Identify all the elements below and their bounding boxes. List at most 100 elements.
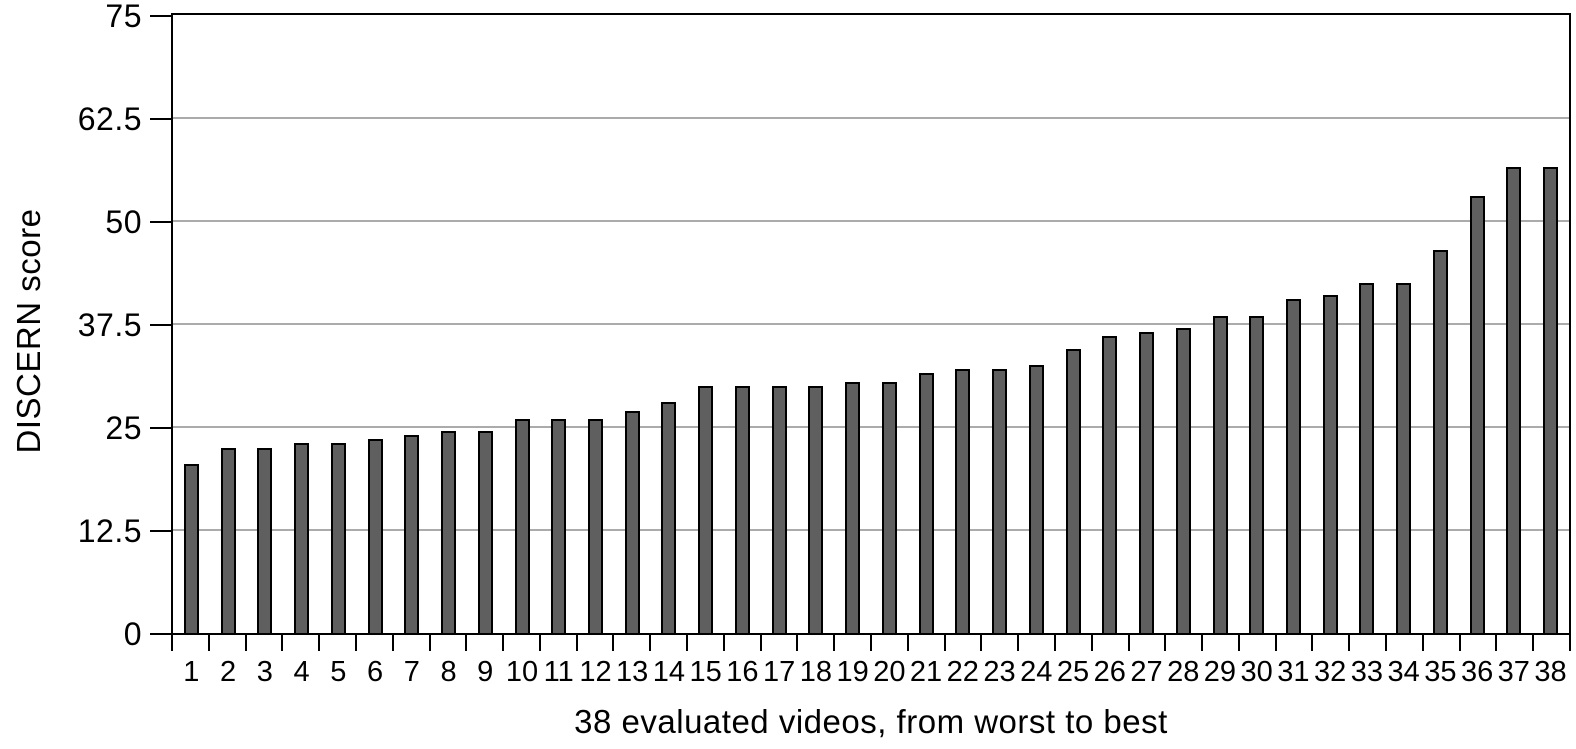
- bar-video-18: [808, 386, 824, 633]
- x-tick-label-23: 23: [983, 656, 1016, 688]
- bar-video-16: [734, 386, 750, 633]
- bar-video-22: [955, 369, 971, 633]
- x-tick-label-4: 4: [293, 656, 310, 688]
- x-axis-tick: [1569, 635, 1571, 651]
- bar-video-21: [918, 373, 934, 633]
- x-tick-label-14: 14: [652, 656, 686, 688]
- gridline-37.5: [173, 323, 1569, 325]
- bar-video-27: [1139, 332, 1155, 633]
- x-tick-label-38: 38: [1534, 656, 1567, 688]
- y-axis-tick-50: [150, 221, 171, 223]
- x-axis-tick: [1311, 635, 1313, 651]
- bar-video-28: [1175, 328, 1191, 633]
- bar-video-38: [1543, 167, 1559, 633]
- x-axis-tick: [796, 635, 798, 651]
- x-axis-tick: [980, 635, 982, 651]
- y-tick-label-50: 50: [105, 204, 142, 240]
- x-tick-label-32: 32: [1314, 656, 1347, 688]
- x-tick-label-15: 15: [689, 656, 722, 688]
- x-axis-tick: [1422, 635, 1424, 651]
- x-tick-label-13: 13: [616, 656, 649, 688]
- x-tick-label-19: 19: [836, 656, 869, 688]
- x-tick-label-12: 12: [579, 656, 612, 688]
- x-axis-tick: [1532, 635, 1534, 651]
- x-axis-tick: [1017, 635, 1019, 651]
- x-tick-label-26: 26: [1093, 656, 1126, 688]
- y-axis-tick-25: [150, 427, 171, 429]
- x-tick-label-7: 7: [403, 656, 420, 688]
- x-axis-tick: [576, 635, 578, 651]
- plot-area: [171, 13, 1571, 635]
- gridline-12.5: [173, 529, 1569, 531]
- x-tick-label-28: 28: [1167, 656, 1200, 688]
- y-tick-label-75: 75: [105, 0, 142, 34]
- x-tick-label-25: 25: [1056, 656, 1090, 688]
- x-axis-title: 38 evaluated videos, from worst to best: [574, 703, 1168, 740]
- x-axis-tick: [208, 635, 210, 651]
- x-axis-tick: [1385, 635, 1387, 651]
- bar-video-12: [587, 419, 603, 633]
- x-tick-label-34: 34: [1387, 656, 1420, 688]
- bar-video-25: [1065, 349, 1081, 633]
- x-axis-tick: [281, 635, 283, 651]
- x-tick-label-1: 1: [183, 656, 200, 688]
- bar-video-31: [1285, 299, 1301, 633]
- x-axis-tick: [392, 635, 394, 651]
- x-axis-tick: [1054, 635, 1056, 651]
- x-tick-label-5: 5: [330, 656, 347, 688]
- y-tick-label-12.5: 12.5: [77, 513, 142, 549]
- gridline-50: [173, 220, 1569, 222]
- bar-video-7: [404, 435, 420, 633]
- x-axis-tick: [686, 635, 688, 651]
- x-tick-label-10: 10: [505, 656, 539, 688]
- bar-video-13: [624, 411, 640, 633]
- x-tick-label-11: 11: [543, 656, 574, 688]
- x-axis-tick: [612, 635, 614, 651]
- y-tick-label-37.5: 37.5: [77, 307, 142, 343]
- bar-video-3: [257, 448, 273, 633]
- bar-video-37: [1506, 167, 1522, 633]
- bar-video-36: [1469, 196, 1485, 633]
- x-tick-label-35: 35: [1424, 656, 1457, 688]
- x-axis-tick: [1164, 635, 1166, 651]
- x-tick-label-17: 17: [762, 656, 796, 688]
- bar-video-33: [1359, 283, 1375, 633]
- y-axis-tick-12.5: [150, 530, 171, 532]
- x-axis-tick: [502, 635, 504, 651]
- bar-video-1: [183, 464, 199, 633]
- y-tick-label-62.5: 62.5: [77, 101, 142, 137]
- x-axis-tick: [1238, 635, 1240, 651]
- gridline-62.5: [173, 117, 1569, 119]
- x-axis-tick: [870, 635, 872, 651]
- bar-video-30: [1249, 316, 1265, 633]
- bar-video-32: [1322, 295, 1338, 633]
- bar-video-20: [881, 382, 897, 633]
- x-axis-tick: [1459, 635, 1461, 651]
- x-axis-tick: [649, 635, 651, 651]
- x-tick-label-8: 8: [440, 656, 457, 688]
- x-axis-tick: [318, 635, 320, 651]
- x-axis-tick: [944, 635, 946, 651]
- gridline-25: [173, 426, 1569, 428]
- x-tick-label-9: 9: [477, 656, 494, 688]
- y-tick-label-25: 25: [105, 410, 142, 446]
- x-tick-label-36: 36: [1460, 656, 1494, 688]
- bar-video-29: [1212, 316, 1228, 633]
- x-tick-label-2: 2: [220, 656, 237, 688]
- bar-video-15: [698, 386, 714, 633]
- x-tick-label-24: 24: [1020, 656, 1053, 688]
- x-axis-tick: [465, 635, 467, 651]
- bar-video-14: [661, 402, 677, 633]
- x-axis-tick: [723, 635, 725, 651]
- x-tick-label-29: 29: [1203, 656, 1237, 688]
- x-tick-label-18: 18: [799, 656, 832, 688]
- bar-video-24: [1028, 365, 1044, 633]
- x-axis-tick: [245, 635, 247, 651]
- bar-video-9: [477, 431, 493, 633]
- x-tick-label-30: 30: [1240, 656, 1273, 688]
- x-axis-tick: [760, 635, 762, 651]
- y-axis-tick-37.5: [150, 324, 171, 326]
- bar-video-11: [551, 419, 567, 633]
- bar-video-2: [220, 448, 236, 633]
